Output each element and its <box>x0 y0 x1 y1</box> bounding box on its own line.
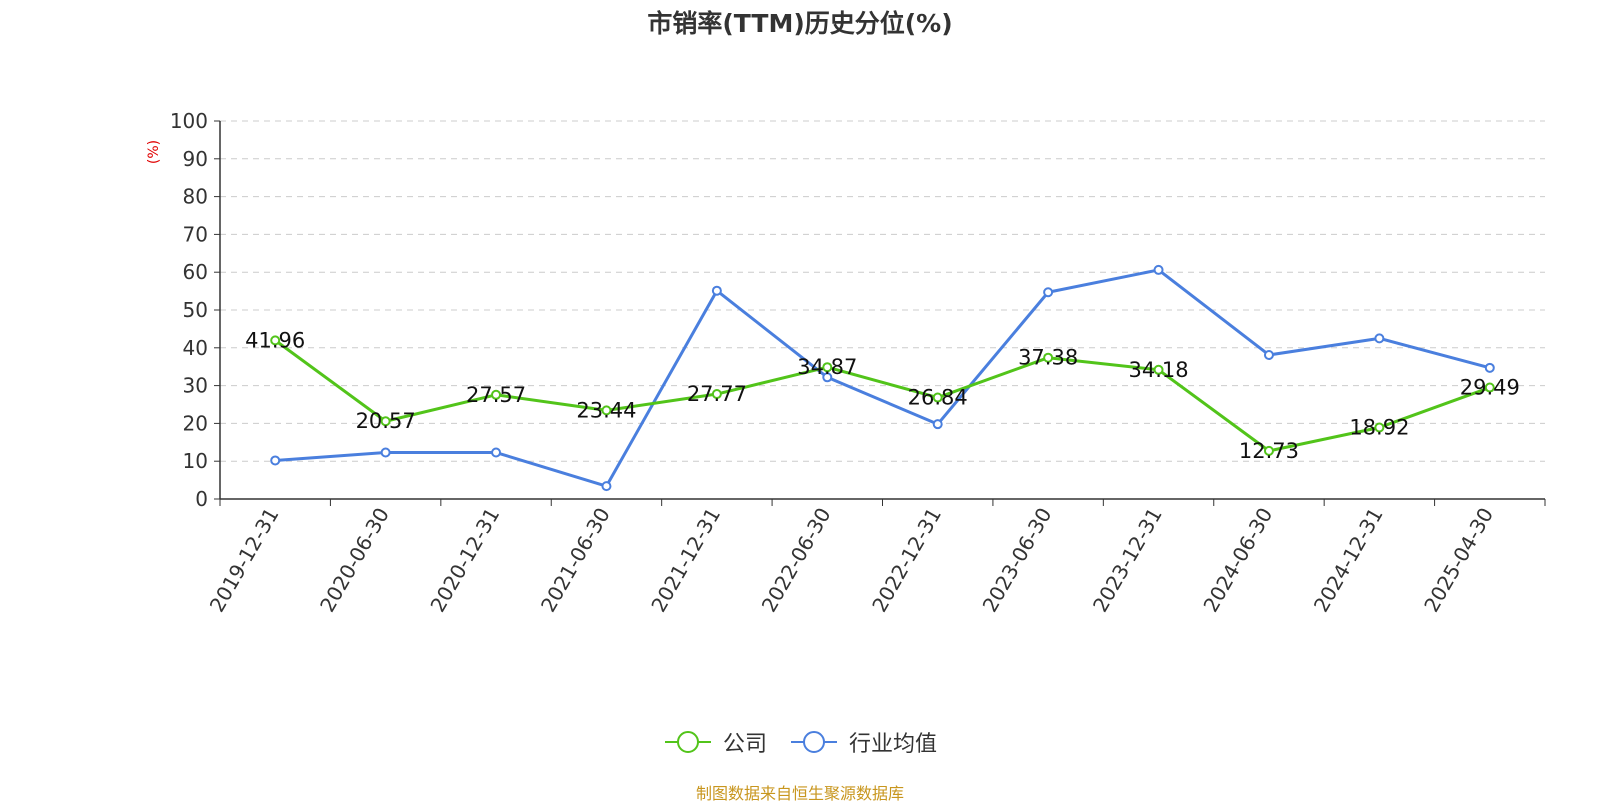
y-tick-label: 70 <box>183 222 208 246</box>
data-point[interactable] <box>601 405 612 416</box>
x-tick-label: 2021-06-30 <box>536 504 615 617</box>
x-tick-label: 2024-12-31 <box>1309 504 1388 617</box>
data-point[interactable] <box>1153 364 1164 375</box>
data-point[interactable] <box>491 389 502 400</box>
y-axis-label: (%) <box>146 140 162 164</box>
x-tick-label: 2021-12-31 <box>646 504 725 617</box>
data-point[interactable] <box>822 362 833 373</box>
data-label: 26.84 <box>908 386 968 410</box>
y-tick-label: 20 <box>183 411 208 435</box>
data-point[interactable] <box>270 455 281 466</box>
data-point[interactable] <box>1263 445 1274 456</box>
data-point[interactable] <box>932 419 943 430</box>
y-tick-label: 30 <box>183 374 208 398</box>
data-label: 41.96 <box>245 328 305 352</box>
legend-label: 公司 <box>722 732 767 757</box>
data-point[interactable] <box>1263 349 1274 360</box>
data-point[interactable] <box>822 372 833 383</box>
data-label: 23.44 <box>576 398 636 422</box>
grid-lines <box>220 120 1545 462</box>
data-point[interactable] <box>1484 382 1495 393</box>
y-tick-label: 60 <box>183 260 208 284</box>
legend-item[interactable]: 公司 <box>663 726 767 758</box>
y-tick-label: 80 <box>183 185 208 209</box>
y-tick-label: 100 <box>170 109 208 133</box>
legend-marker-icon <box>791 731 837 753</box>
legend-label: 行业均值 <box>849 732 938 757</box>
y-tick-label: 50 <box>183 298 208 322</box>
x-tick-label: 2020-12-31 <box>425 503 504 616</box>
x-tick-label: 2020-06-30 <box>315 504 394 617</box>
data-label: 12.73 <box>1239 439 1299 463</box>
data-label: 37.38 <box>1018 346 1078 370</box>
legend-item[interactable]: 行业均值 <box>789 726 937 758</box>
x-tick-label: 2019-12-31 <box>205 504 284 617</box>
y-tick-label: 90 <box>183 147 208 171</box>
source-note: 制图数据来自恒生聚源数据库 <box>695 784 904 803</box>
y-tick-label: 40 <box>183 336 208 360</box>
x-tick-label: 2022-12-31 <box>867 503 946 616</box>
data-point[interactable] <box>1043 352 1054 363</box>
y-tick-label: 0 <box>195 487 208 511</box>
data-point[interactable] <box>1484 362 1495 373</box>
data-label: 27.77 <box>687 382 747 406</box>
x-tick-label: 2023-12-31 <box>1088 504 1167 617</box>
data-point[interactable] <box>380 447 391 458</box>
x-tick-label: 2025-04-30 <box>1419 504 1498 617</box>
legend: 公司 行业均值 <box>0 726 1600 758</box>
series <box>270 264 1495 492</box>
data-label: 27.57 <box>466 383 526 407</box>
data-point[interactable] <box>1043 287 1054 298</box>
data-label: 18.92 <box>1349 415 1409 439</box>
x-tick-label: 2022-06-30 <box>757 504 836 617</box>
data-point[interactable] <box>711 285 722 296</box>
data-label: 34.18 <box>1128 358 1188 382</box>
data-point[interactable] <box>932 392 943 403</box>
data-point[interactable] <box>491 447 502 458</box>
data-point[interactable] <box>270 335 281 346</box>
data-point[interactable] <box>1374 333 1385 344</box>
series-line-0 <box>274 339 1491 453</box>
data-point[interactable] <box>1374 422 1385 433</box>
data-point[interactable] <box>601 481 612 492</box>
data-point[interactable] <box>1153 264 1164 275</box>
y-tick-label: 10 <box>183 449 208 473</box>
data-label: 20.57 <box>356 409 416 433</box>
data-label: 29.49 <box>1460 376 1520 400</box>
data-point[interactable] <box>380 416 391 427</box>
data-labels: 41.96 20.57 27.57 23.44 27.77 34.87 26.84 37.38… <box>245 328 1520 462</box>
data-label: 34.87 <box>797 355 857 379</box>
series-line-1 <box>275 268 1491 488</box>
x-tick-label: 2023-06-30 <box>978 504 1057 617</box>
legend-marker-icon <box>664 731 711 753</box>
data-point[interactable] <box>711 389 722 400</box>
chart-title: 市销率(TTM)历史分位(%) <box>647 9 953 38</box>
axes: 0 10 20 30 40 50 60 70 80 90 100 2019-12-31 2020-06-… <box>170 109 1546 617</box>
x-tick-label: 2024-06-30 <box>1198 504 1277 617</box>
